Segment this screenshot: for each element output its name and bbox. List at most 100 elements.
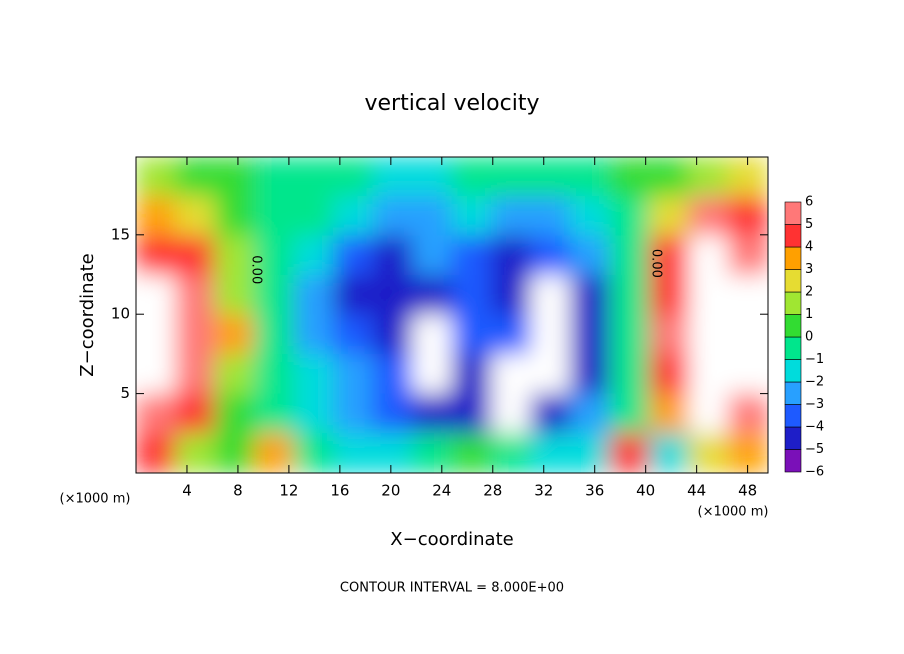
field-cell xyxy=(688,157,729,197)
field-cell xyxy=(570,354,611,395)
field-cell xyxy=(491,433,532,473)
colorbar-label: 3 xyxy=(805,262,813,277)
field-cell xyxy=(333,433,374,473)
field-cell xyxy=(293,393,334,434)
field-cell xyxy=(451,157,492,197)
field-cell xyxy=(649,393,690,434)
x-tick-label: 12 xyxy=(279,482,298,500)
field-cell xyxy=(530,393,571,434)
field-cell xyxy=(688,275,729,316)
field-cell xyxy=(609,157,650,197)
colorbar-label: −2 xyxy=(805,375,824,390)
field-cell xyxy=(293,235,334,276)
field-cell xyxy=(491,275,532,316)
x-tick-label: 20 xyxy=(381,482,400,500)
field-cell xyxy=(214,393,255,434)
colorbar-band xyxy=(784,336,802,360)
field-cell xyxy=(372,196,413,237)
field-cell xyxy=(412,354,453,395)
colorbar-label: −4 xyxy=(805,420,824,435)
y-axis-label: Z−coordinate xyxy=(77,253,98,376)
field-cell xyxy=(214,433,255,473)
field-cell xyxy=(293,314,334,355)
field-cell xyxy=(333,354,374,395)
field-cell xyxy=(254,393,295,434)
field-cell xyxy=(530,314,571,355)
field-cell xyxy=(214,275,255,316)
field-cell xyxy=(333,314,374,355)
colorbar-label: 5 xyxy=(805,217,813,232)
field-cell xyxy=(293,354,334,395)
x-axis-label: X−coordinate xyxy=(390,529,513,550)
field-cell xyxy=(649,314,690,355)
field-cell xyxy=(136,275,176,316)
colorbar-band xyxy=(784,449,802,473)
field-cell xyxy=(412,314,453,355)
field-cell xyxy=(728,275,768,316)
field-cell xyxy=(530,275,571,316)
field-cell xyxy=(609,433,650,473)
colorbar-label: 0 xyxy=(805,330,813,345)
field-cell xyxy=(451,235,492,276)
colorbar-band xyxy=(784,314,802,338)
field-cell xyxy=(175,235,216,276)
field-cell xyxy=(333,393,374,434)
x-tick-label: 16 xyxy=(330,482,349,500)
field-cell xyxy=(372,275,413,316)
field-cell xyxy=(451,354,492,395)
field-cell xyxy=(728,235,768,276)
field-cell xyxy=(412,393,453,434)
field-cell xyxy=(136,235,176,276)
field-cell xyxy=(293,157,334,197)
field-cell xyxy=(570,393,611,434)
chart-title: vertical velocity xyxy=(364,91,539,116)
field-cell xyxy=(649,354,690,395)
field-cell xyxy=(254,275,295,316)
field-cell xyxy=(254,196,295,237)
colorbar-label: 4 xyxy=(805,240,813,255)
field-cell xyxy=(214,314,255,355)
field-cell xyxy=(136,196,176,237)
field-cell xyxy=(254,314,295,355)
field-cell xyxy=(293,275,334,316)
colorbar-band xyxy=(784,224,802,248)
plot-frame xyxy=(135,156,769,474)
field-cell xyxy=(333,235,374,276)
field-cell xyxy=(728,433,768,473)
field-cell xyxy=(136,157,176,197)
field-cell xyxy=(728,196,768,237)
field-cell xyxy=(728,157,768,197)
field-cell xyxy=(175,433,216,473)
colorbar-band xyxy=(784,404,802,428)
field-cell xyxy=(570,157,611,197)
field-cell xyxy=(530,157,571,197)
field-cell xyxy=(175,393,216,434)
x-tick-label: 48 xyxy=(738,482,757,500)
colorbar-label: 2 xyxy=(805,285,813,300)
field-cell xyxy=(412,275,453,316)
field-cell xyxy=(530,196,571,237)
field-cell xyxy=(412,235,453,276)
field-cell xyxy=(530,354,571,395)
x-tick-label: 28 xyxy=(483,482,502,500)
field-cell xyxy=(136,393,176,434)
field-cell xyxy=(649,196,690,237)
y-tick-label: 5 xyxy=(120,384,130,402)
field-cell xyxy=(530,433,571,473)
contour-label: 0.00 xyxy=(248,255,263,284)
field-cell xyxy=(491,393,532,434)
colorbar-band xyxy=(784,426,802,450)
field-cell xyxy=(214,196,255,237)
field-cell xyxy=(570,196,611,237)
field-cell xyxy=(570,235,611,276)
field-cell xyxy=(254,354,295,395)
field-cell xyxy=(728,314,768,355)
field-cell xyxy=(333,157,374,197)
colorbar-band xyxy=(784,381,802,405)
field-cell xyxy=(175,275,216,316)
field-cell xyxy=(254,433,295,473)
x-tick-label: 36 xyxy=(585,482,604,500)
field-cell xyxy=(649,275,690,316)
x-unit-label: (×1000 m) xyxy=(60,492,131,507)
